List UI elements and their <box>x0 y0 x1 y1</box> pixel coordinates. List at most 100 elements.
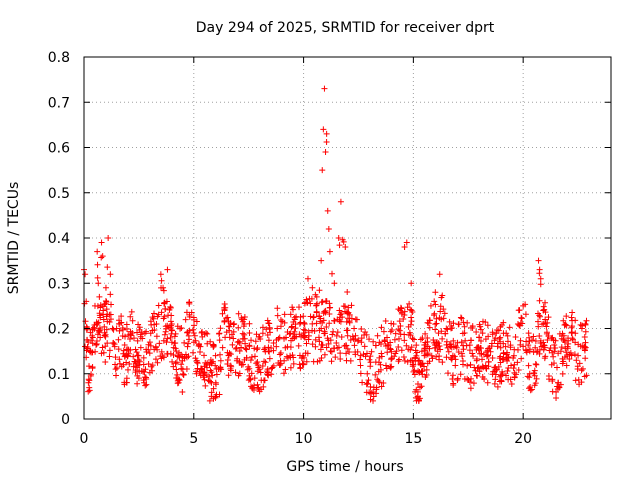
data-point <box>303 358 310 365</box>
data-point <box>469 350 476 357</box>
axis-ticks: 0 0.1 0.2 0.3 0.4 0.5 0.6 0.7 0.8 0 5 10 15 20 <box>48 50 611 447</box>
data-point <box>479 356 486 363</box>
data-point <box>563 313 570 320</box>
data-point <box>494 383 501 390</box>
data-point <box>251 353 258 360</box>
data-point <box>161 331 168 338</box>
data-point <box>291 314 298 321</box>
data-point <box>240 361 247 368</box>
data-point <box>567 349 574 356</box>
data-point <box>543 323 550 330</box>
data-point <box>259 362 266 369</box>
x-axis-label: GPS time / hours <box>286 459 403 475</box>
data-point <box>254 358 261 365</box>
data-point <box>123 321 130 328</box>
data-point <box>101 329 108 336</box>
data-point <box>164 266 171 273</box>
data-point <box>246 342 253 349</box>
data-point <box>503 372 510 379</box>
data-point <box>328 358 335 365</box>
data-point <box>321 330 328 337</box>
data-point <box>544 336 551 343</box>
data-point <box>347 337 354 344</box>
data-point <box>219 310 226 317</box>
data-point <box>388 320 395 327</box>
data-point <box>115 336 122 343</box>
data-point <box>569 335 576 342</box>
data-point <box>363 350 370 357</box>
data-point <box>545 373 552 380</box>
data-point <box>97 314 104 321</box>
data-point <box>127 328 134 335</box>
data-point <box>526 374 533 381</box>
data-point <box>194 359 201 366</box>
data-point <box>410 336 417 343</box>
data-point <box>248 370 255 377</box>
data-point <box>92 348 99 355</box>
data-point <box>559 330 566 337</box>
data-point <box>120 347 127 354</box>
data-point <box>395 335 402 342</box>
data-point <box>343 350 350 357</box>
data-point <box>396 318 403 325</box>
x-tick-label: 15 <box>404 431 422 447</box>
data-point <box>357 352 364 359</box>
data-point <box>226 334 233 341</box>
data-point <box>101 323 108 330</box>
data-point <box>385 342 392 349</box>
data-point <box>545 333 552 340</box>
y-tick-label: 0.1 <box>48 367 70 383</box>
data-point <box>435 330 442 337</box>
data-point <box>212 393 219 400</box>
data-point <box>468 324 475 331</box>
data-point <box>163 339 170 346</box>
data-point <box>563 362 570 369</box>
data-point <box>362 329 369 336</box>
data-point <box>340 303 347 310</box>
data-point <box>522 346 529 353</box>
data-point <box>264 371 271 378</box>
data-point <box>102 284 109 291</box>
data-point <box>158 277 165 284</box>
data-point <box>276 361 283 368</box>
data-point <box>505 354 512 361</box>
data-point <box>367 383 374 390</box>
data-point <box>100 307 107 314</box>
data-point <box>238 314 245 321</box>
data-point <box>103 299 110 306</box>
data-point <box>140 368 147 375</box>
data-point <box>461 323 468 330</box>
data-point <box>262 348 269 355</box>
y-tick-label: 0.5 <box>48 186 70 202</box>
data-point <box>124 353 131 360</box>
data-point <box>207 367 214 374</box>
data-point <box>579 342 586 349</box>
data-point <box>276 351 283 358</box>
data-point <box>411 371 418 378</box>
data-point <box>119 326 126 333</box>
data-point <box>227 367 234 374</box>
data-point <box>326 311 333 318</box>
data-point <box>343 318 350 325</box>
data-point <box>179 371 186 378</box>
data-point <box>525 362 532 369</box>
data-point <box>503 351 510 358</box>
data-point <box>376 339 383 346</box>
data-point <box>217 357 224 364</box>
data-point <box>486 344 493 351</box>
data-point <box>239 318 246 325</box>
data-point <box>277 316 284 323</box>
data-point <box>449 354 456 361</box>
data-point <box>236 358 243 365</box>
plot-frame <box>83 56 612 420</box>
data-point <box>411 367 418 374</box>
data-point <box>334 344 341 351</box>
data-point <box>352 316 359 323</box>
data-point <box>569 329 576 336</box>
data-point <box>143 381 150 388</box>
data-point <box>448 322 455 329</box>
data-point <box>425 320 432 327</box>
data-point <box>496 373 503 380</box>
data-point <box>199 333 206 340</box>
data-point <box>172 330 179 337</box>
